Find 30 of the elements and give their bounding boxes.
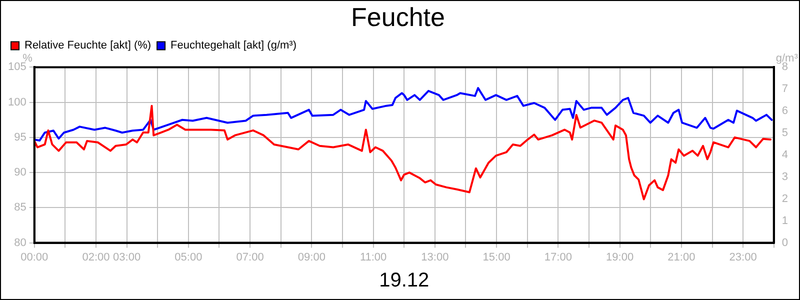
x-tick-label: 23:00 bbox=[729, 251, 757, 264]
x-tick-label: 05:00 bbox=[174, 251, 202, 264]
x-tick-label: 21:00 bbox=[668, 251, 696, 264]
y2-tick-label: 5 bbox=[782, 127, 788, 140]
y2-tick-label: 2 bbox=[782, 192, 788, 205]
x-tick-label: 03:00 bbox=[113, 251, 141, 264]
y-tick-label: 85 bbox=[14, 202, 26, 214]
x-tick-label: 19:00 bbox=[606, 251, 634, 264]
y-tick-label: 95 bbox=[14, 131, 26, 144]
legend-label: Feuchtegehalt [akt] (g/m³) bbox=[170, 40, 296, 52]
chart-title: Feuchte bbox=[351, 2, 445, 32]
x-tick-label: 00:00 bbox=[20, 251, 48, 264]
x-tick-label: 09:00 bbox=[298, 251, 326, 264]
x-axis-title: 19.12 bbox=[379, 270, 430, 292]
x-tick-label: 07:00 bbox=[236, 251, 264, 264]
x-tick-label: 17:00 bbox=[544, 251, 572, 264]
y-tick-label: 100 bbox=[8, 96, 26, 108]
y2-tick-label: 3 bbox=[782, 170, 788, 183]
x-tick-label: 11:00 bbox=[360, 251, 387, 264]
y-tick-label: 90 bbox=[14, 166, 26, 179]
y2-tick-label: 0 bbox=[782, 236, 788, 249]
x-tick-label: 13:00 bbox=[421, 251, 449, 264]
y2-tick-label: 4 bbox=[782, 149, 788, 162]
x-tick-label: 02:00 bbox=[82, 251, 110, 264]
y2-tick-label: 1 bbox=[782, 214, 788, 227]
y2-tick-label: 6 bbox=[782, 105, 788, 118]
y-tick-label: 80 bbox=[14, 236, 26, 249]
x-tick-label: 15:00 bbox=[482, 251, 510, 264]
y2-tick-label: 7 bbox=[782, 83, 788, 96]
legend-label: Relative Feuchte [akt] (%) bbox=[24, 40, 152, 52]
